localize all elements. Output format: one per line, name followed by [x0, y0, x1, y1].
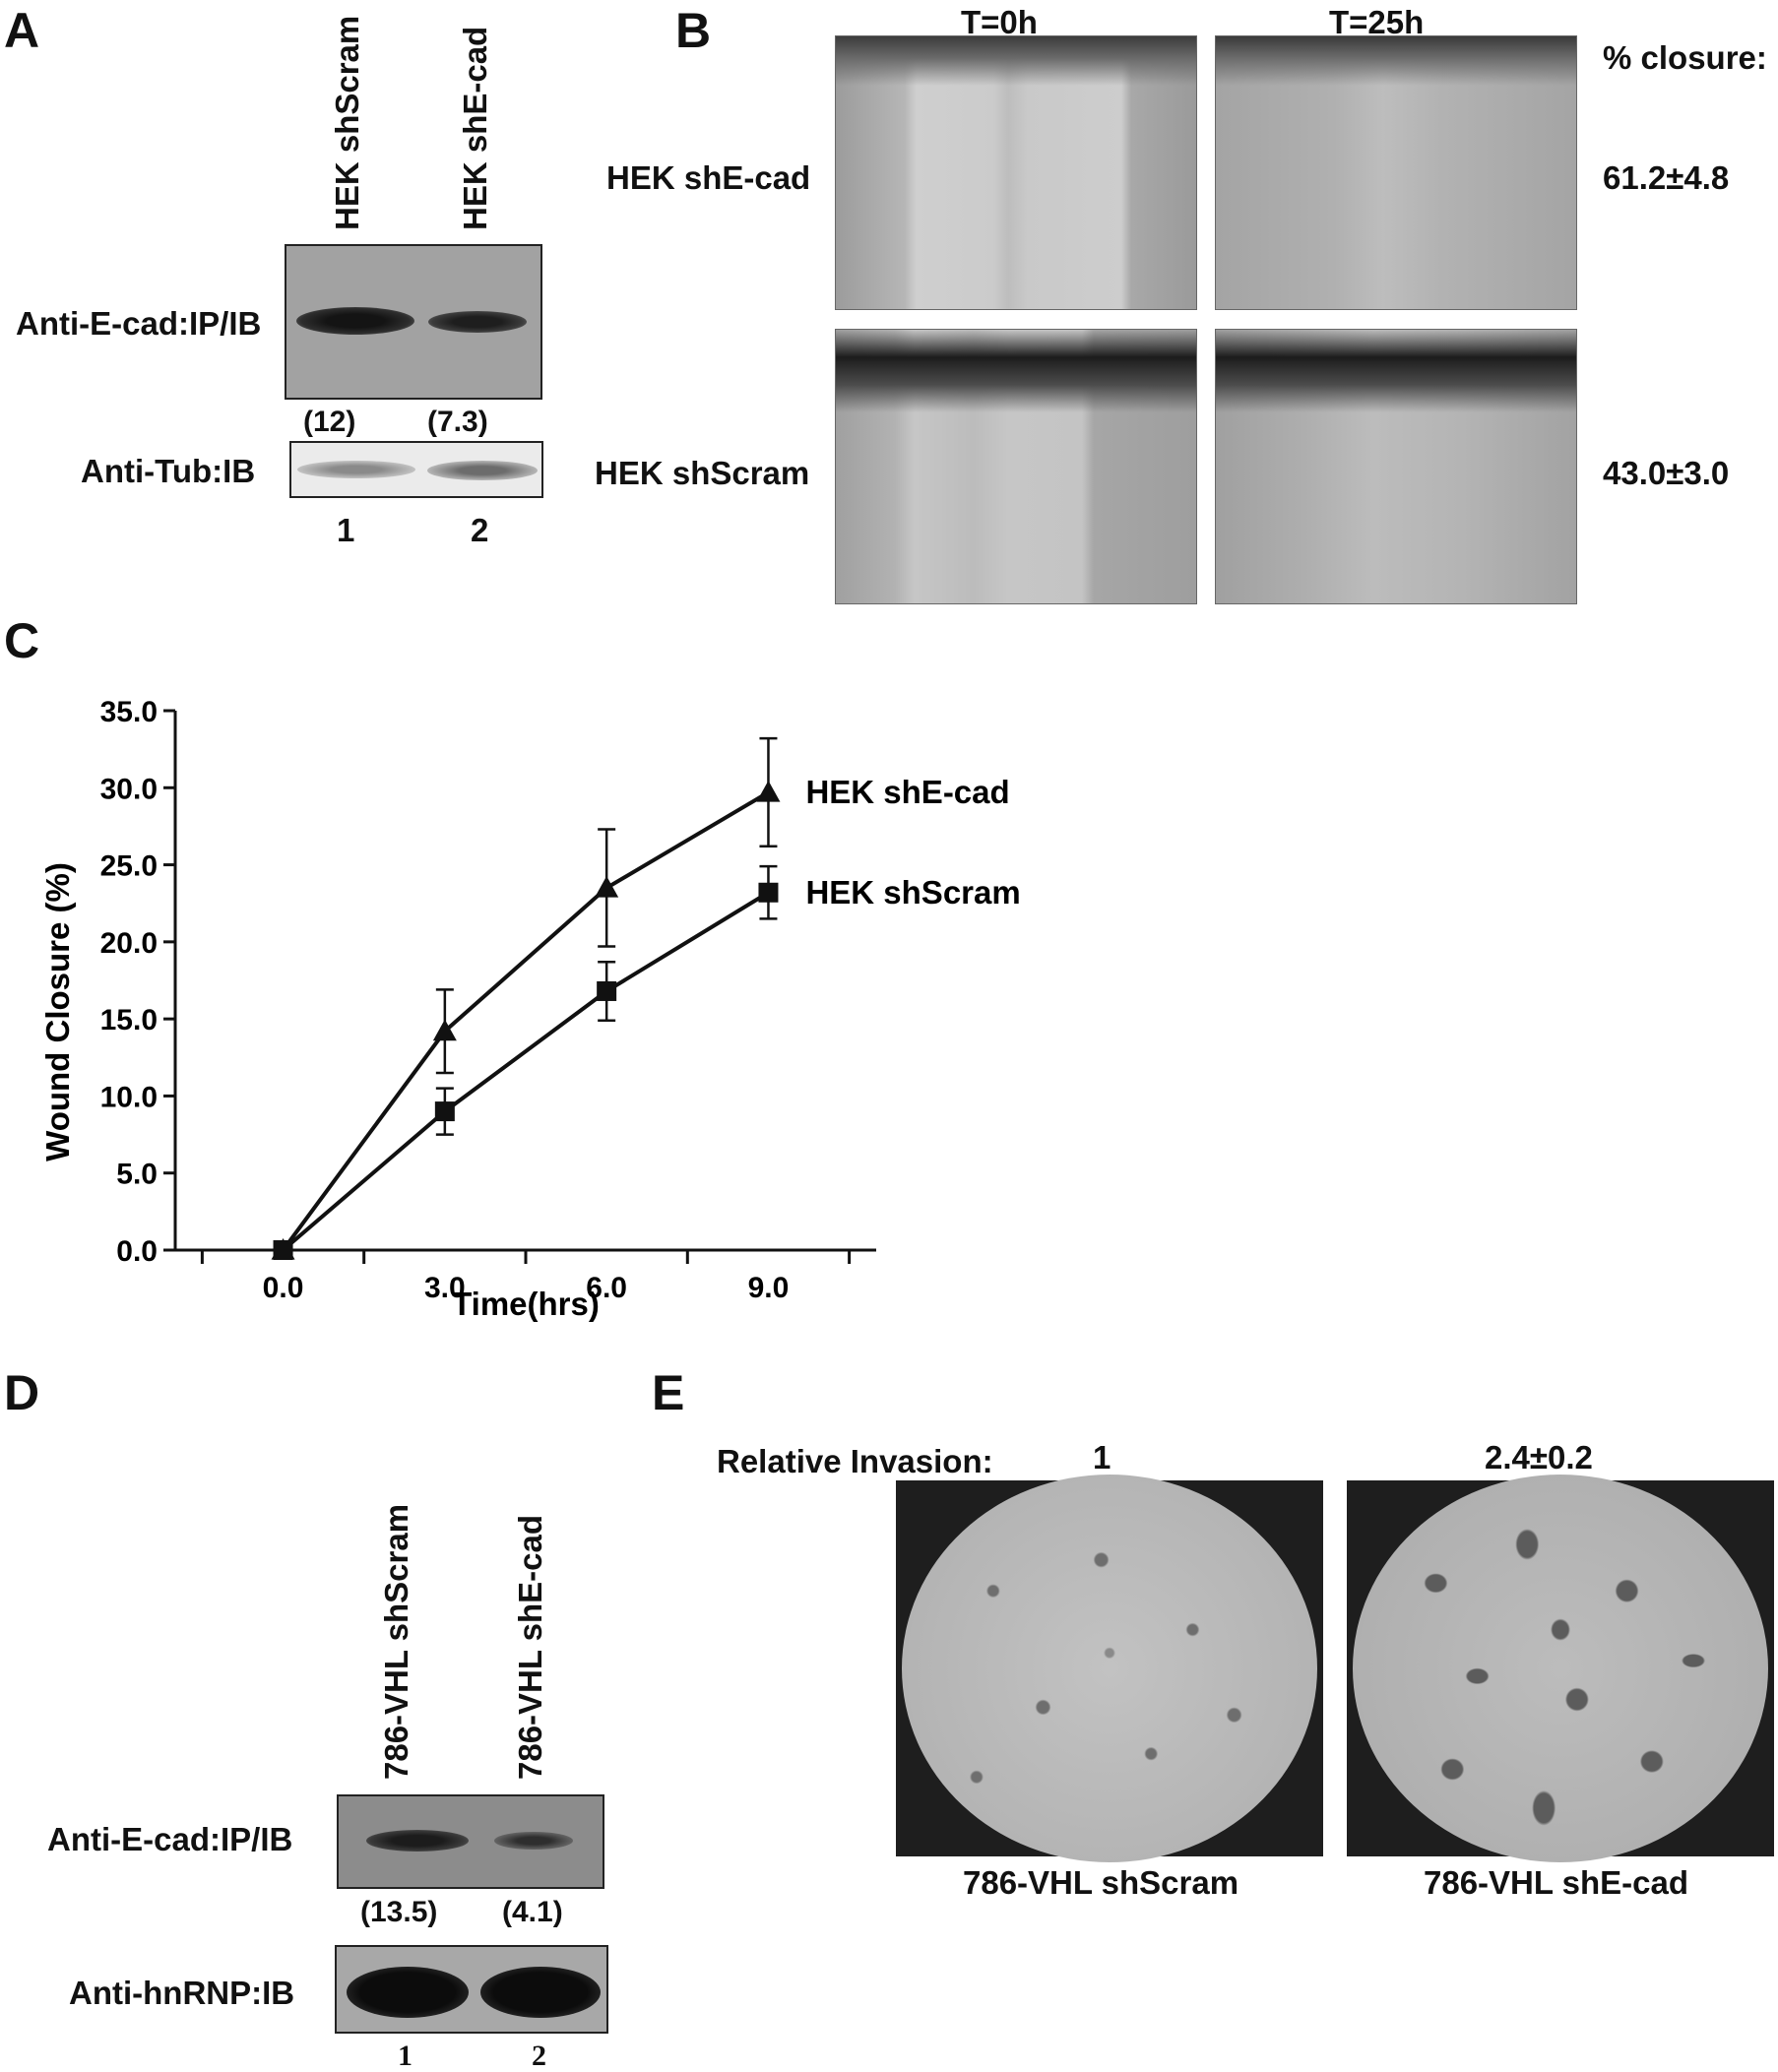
wound-image-shecad-25h [1215, 35, 1577, 310]
wound-closure-chart: 0.0 5.0 10.0 15.0 20.0 25.0 30.0 35.0 0.0 3.0 6.0 9… [39, 696, 1021, 1322]
data-point-triangle [756, 780, 781, 802]
panel-label-c: C [4, 613, 40, 668]
data-point-square [597, 980, 617, 1001]
y-tick-label: 5.0 [116, 1159, 158, 1191]
wound-image-shscram-0h [835, 329, 1197, 604]
western-blot-ecad-d [337, 1794, 604, 1889]
lane-label-786-shscram: 786-VHL shScram [378, 1503, 414, 1780]
quant-value-lane2: (7.3) [427, 406, 488, 438]
lane-number-1: 1 [337, 512, 355, 548]
y-tick-label: 35.0 [100, 696, 158, 728]
quant-value-lane1: (12) [303, 406, 356, 438]
invasion-image-shscram [896, 1475, 1323, 1862]
data-point-square [273, 1240, 293, 1260]
y-tick-label: 10.0 [100, 1081, 158, 1113]
lane-number-2: 2 [471, 512, 489, 548]
y-tick-label: 15.0 [100, 1004, 158, 1036]
quant-value-d-lane2: (4.1) [502, 1896, 563, 1928]
lane-number-d-2: 2 [532, 2040, 546, 2072]
blot-label-anti-hnrnp: Anti-hnRNP:IB [69, 1975, 295, 2011]
western-blot-hnrnp [335, 1945, 608, 2034]
x-tick-label: 0.0 [263, 1272, 304, 1304]
relative-invasion-value-2: 2.4±0.2 [1485, 1439, 1593, 1476]
y-tick-label: 20.0 [100, 927, 158, 960]
blot-label-anti-ecad-d: Anti-E-cad:IP/IB [47, 1821, 293, 1857]
series-line-0 [281, 790, 770, 1252]
time-header-25h: T=25h [1329, 4, 1425, 40]
x-axis-label: Time(hrs) [452, 1286, 600, 1322]
y-tick-label: 30.0 [100, 773, 158, 805]
x-tick-label: 9.0 [748, 1272, 790, 1304]
lane-number-d-1: 1 [398, 2040, 413, 2072]
panel-label-b: B [675, 3, 712, 58]
relative-invasion-header: Relative Invasion: [717, 1443, 993, 1479]
lane-label-hek-shscram: HEK shScram [329, 15, 365, 230]
panel-label-e: E [652, 1365, 685, 1420]
wound-image-shecad-0h [835, 35, 1197, 310]
blot-label-anti-ecad: Anti-E-cad:IP/IB [16, 305, 262, 342]
blot-label-anti-tub: Anti-Tub:IB [81, 453, 256, 489]
y-tick-label: 25.0 [100, 850, 158, 883]
data-point-triangle [432, 1019, 457, 1041]
y-tick-label: 0.0 [116, 1235, 158, 1268]
lane-label-786-shecad: 786-VHL shE-cad [512, 1515, 548, 1780]
panel-label-a: A [4, 3, 40, 58]
series-line-1 [282, 891, 770, 1252]
wound-image-shscram-25h [1215, 329, 1577, 604]
lane-label-hek-shecad: HEK shE-cad [457, 26, 493, 230]
series-label: HEK shE-cad [805, 774, 1009, 810]
western-blot-tubulin [289, 441, 543, 498]
invasion-image-shecad [1347, 1475, 1774, 1862]
quant-value-d-lane1: (13.5) [360, 1896, 438, 1928]
data-point-square [758, 882, 779, 903]
panel-label-d: D [4, 1365, 40, 1420]
western-blot-ecad [285, 244, 542, 400]
x-tick-label: 3.0 [424, 1272, 466, 1304]
y-axis-label: Wound Closure (%) [39, 862, 76, 1162]
invasion-caption-shscram: 786-VHL shScram [963, 1864, 1239, 1901]
data-point-triangle [595, 876, 619, 898]
row-label-hek-shscram: HEK shScram [595, 455, 810, 491]
data-point-square [434, 1101, 455, 1122]
closure-header: % closure: [1603, 39, 1767, 76]
closure-value-shscram: 43.0±3.0 [1603, 455, 1730, 491]
relative-invasion-value-1: 1 [1093, 1439, 1111, 1476]
x-tick-label: 6.0 [586, 1272, 627, 1304]
invasion-caption-shecad: 786-VHL shE-cad [1424, 1864, 1688, 1901]
series-label: HEK shScram [805, 874, 1020, 910]
time-header-0h: T=0h [961, 4, 1038, 40]
row-label-hek-shecad: HEK shE-cad [606, 159, 811, 196]
closure-value-shecad: 61.2±4.8 [1603, 159, 1730, 196]
